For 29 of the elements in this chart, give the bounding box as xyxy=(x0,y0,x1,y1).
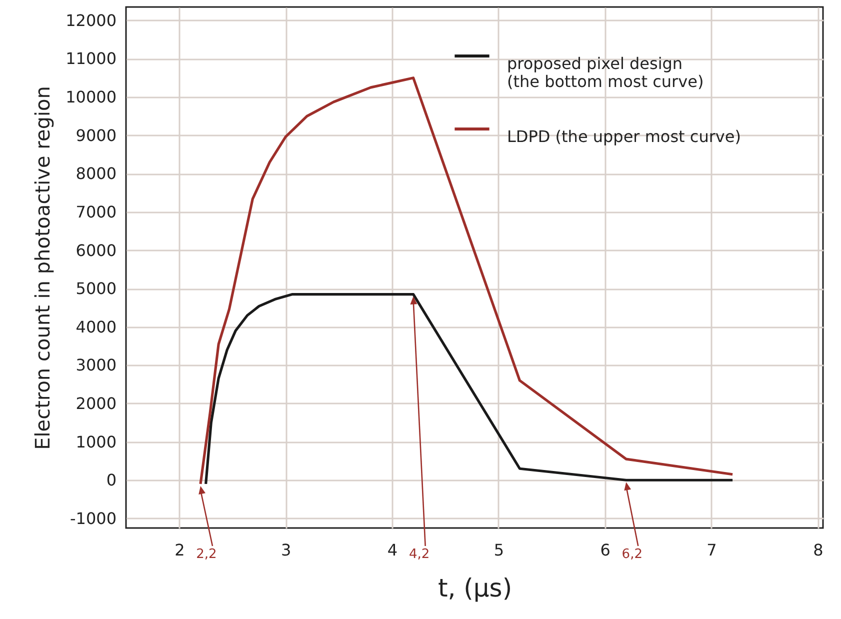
x-tick-label: 7 xyxy=(706,540,717,560)
legend-label: proposed pixel design (the bottom most curve) xyxy=(507,54,704,91)
x-axis-title: t, (μs) xyxy=(438,574,512,602)
x-tick-label: 5 xyxy=(494,540,504,560)
y-tick-label: 11000 xyxy=(66,49,116,68)
y-tick-label: 5000 xyxy=(76,279,116,298)
y-tick-label: 2000 xyxy=(76,394,116,413)
y-tick-label: -1000 xyxy=(70,508,116,528)
x-tick-label: 4 xyxy=(387,540,398,560)
y-axis-title: Electron count in photoactive region xyxy=(30,86,55,450)
y-tick-label: 12000 xyxy=(66,10,116,30)
annotation: 4,2 xyxy=(408,547,430,562)
y-tick-label: 9000 xyxy=(76,126,116,145)
line-series xyxy=(204,293,734,486)
y-tick-label: 7000 xyxy=(76,202,116,222)
annotation: 6,2 xyxy=(622,547,642,562)
x-tick-label: 2 xyxy=(174,540,185,560)
x-tick-label: 6 xyxy=(600,540,610,560)
y-tick-label: 3000 xyxy=(76,356,116,375)
y-tick-label: 10000 xyxy=(66,88,116,107)
legend-label: LDPD (the upper most curve) xyxy=(507,127,741,146)
y-tick-label: 4000 xyxy=(76,317,116,336)
annotation: 2,2 xyxy=(196,547,217,562)
y-tick-label: 1000 xyxy=(76,432,116,452)
x-tick-label: 8 xyxy=(813,540,824,560)
y-tick-label: 6000 xyxy=(76,240,116,260)
y-tick-label: 8000 xyxy=(76,164,116,184)
y-tick-label: 0 xyxy=(106,470,116,490)
x-tick-label: 3 xyxy=(281,540,292,560)
